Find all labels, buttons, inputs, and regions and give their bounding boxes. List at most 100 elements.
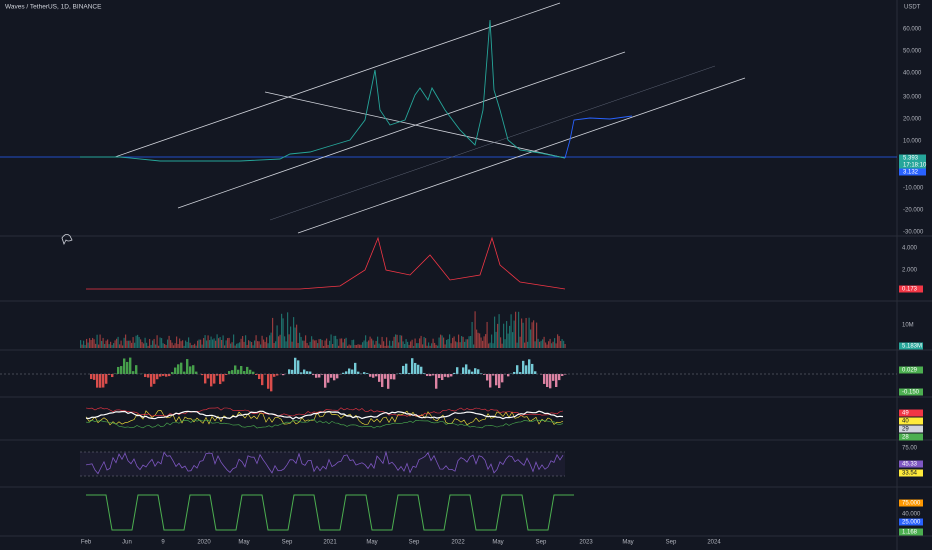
volume-bar	[366, 341, 368, 348]
volume-bar	[311, 336, 313, 348]
volume-bar	[303, 340, 305, 348]
volume-bar	[167, 339, 169, 348]
volume-bar	[191, 345, 193, 348]
volume-bar	[285, 341, 287, 348]
momentum-bar	[96, 374, 99, 388]
volume-bar	[413, 345, 415, 348]
volume-bar	[212, 339, 214, 348]
momentum-bar	[246, 366, 249, 374]
volume-bar	[195, 345, 197, 348]
volume-bar	[431, 343, 433, 348]
volume-bar	[494, 316, 496, 348]
momentum-bar	[345, 371, 348, 374]
volume-bar	[237, 343, 239, 348]
volume-bar	[291, 341, 293, 348]
volume-bar	[231, 342, 233, 348]
momentum-bar	[180, 362, 183, 374]
volume-bar	[302, 340, 304, 348]
momentum-bar	[492, 374, 495, 376]
time-label: May	[622, 540, 633, 546]
momentum-bar	[168, 374, 171, 377]
momentum-bar	[429, 374, 432, 377]
value-badge	[899, 366, 923, 374]
volume-bar	[86, 338, 88, 348]
momentum-bar	[432, 374, 435, 376]
momentum-bar	[525, 365, 528, 374]
time-label: Jun	[122, 540, 132, 546]
volume-bar	[563, 340, 565, 348]
volume-bar	[89, 338, 91, 348]
price-label: 40.000	[903, 71, 922, 77]
volume-bar	[348, 344, 350, 348]
volume-bar	[182, 340, 184, 348]
pane-label: 75.00	[902, 446, 918, 452]
volume-bar	[257, 341, 259, 348]
volume-bar	[143, 343, 145, 348]
volume-bar	[488, 343, 490, 348]
volume-bar	[225, 340, 227, 348]
volume-bar	[486, 321, 488, 348]
volume-bar	[353, 339, 355, 348]
pane-label: 2.000	[902, 268, 918, 274]
time-label: May	[366, 540, 377, 546]
pane-label: 25.000	[902, 520, 921, 526]
volume-bar	[327, 344, 329, 348]
volume-bar	[360, 344, 362, 348]
momentum-bar	[372, 374, 375, 378]
momentum-bar	[474, 368, 477, 374]
pane-label: 29	[902, 427, 909, 433]
volume-bar	[222, 335, 224, 348]
volume-bar	[354, 344, 356, 348]
momentum-bar	[315, 374, 318, 378]
volume-bar	[362, 342, 364, 348]
volume-bar	[93, 339, 95, 348]
volume-bar	[293, 317, 295, 348]
momentum-bar	[522, 360, 525, 374]
momentum-bar	[378, 374, 381, 382]
volume-bar	[390, 345, 392, 348]
volume-bar	[98, 344, 100, 348]
momentum-bar	[192, 365, 195, 374]
pane-label: -0.150	[902, 390, 920, 396]
volume-bar	[446, 339, 448, 348]
momentum-bar	[495, 374, 498, 386]
volume-bar	[117, 336, 119, 348]
volume-bar	[161, 338, 163, 348]
volume-bar	[329, 340, 331, 348]
volume-bar	[261, 335, 263, 348]
momentum-bar	[423, 373, 426, 374]
volume-bar	[521, 318, 523, 348]
momentum-bar	[117, 366, 120, 374]
momentum-bar	[324, 374, 327, 388]
volume-bar	[140, 339, 142, 348]
volume-bar	[104, 343, 106, 348]
volume-bar	[296, 324, 298, 348]
volume-bar	[428, 342, 430, 348]
volume-bar	[210, 336, 212, 348]
volume-bar	[308, 345, 310, 348]
momentum-bar	[438, 374, 441, 379]
volume-bar	[227, 338, 229, 348]
momentum-bar	[480, 373, 483, 374]
volume-bar	[218, 338, 220, 348]
volume-bar	[81, 344, 83, 348]
momentum-bar	[183, 371, 186, 374]
volume-bar	[138, 337, 140, 348]
pane-label: 0.029	[902, 368, 918, 374]
momentum-bar	[405, 363, 408, 374]
value-badge	[899, 518, 923, 526]
volume-bar	[105, 340, 107, 348]
momentum-bar	[102, 374, 105, 388]
momentum-bar	[303, 369, 306, 374]
momentum-bar	[369, 374, 372, 377]
volume-bar	[251, 342, 253, 348]
volume-bar	[153, 338, 155, 348]
volume-bar	[365, 335, 367, 348]
volume-bar	[189, 342, 191, 348]
volume-bar	[194, 343, 196, 348]
volume-bar	[470, 335, 472, 348]
momentum-bar	[333, 374, 336, 381]
volume-bar	[503, 323, 505, 348]
volume-bar	[429, 345, 431, 348]
